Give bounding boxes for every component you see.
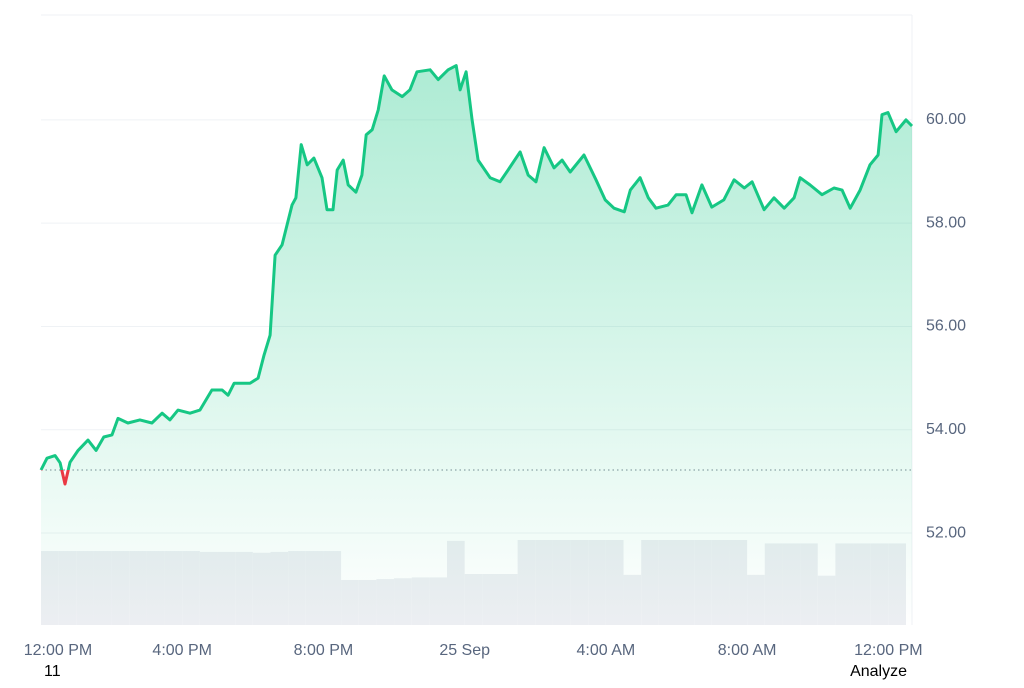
footer-right[interactable]: Analyze [850,663,907,680]
x-tick-label: 4:00 PM [152,642,212,659]
x-tick-label: 8:00 PM [294,642,354,659]
y-tick-label: 58.00 [926,214,966,231]
x-tick-label: 12:00 PM [24,642,92,659]
area [41,65,912,626]
y-tick-label: 52.00 [926,524,966,541]
x-tick-label: 4:00 AM [577,642,636,659]
y-tick-label: 54.00 [926,421,966,438]
footer-left: 11 [44,663,61,680]
x-tick-label: 12:00 PM [854,642,922,659]
y-tick-label: 60.00 [926,111,966,128]
x-tick-label: 8:00 AM [718,642,777,659]
x-tick-label: 25 Sep [439,642,490,659]
price-line [39,64,914,486]
y-tick-label: 56.00 [926,318,966,335]
